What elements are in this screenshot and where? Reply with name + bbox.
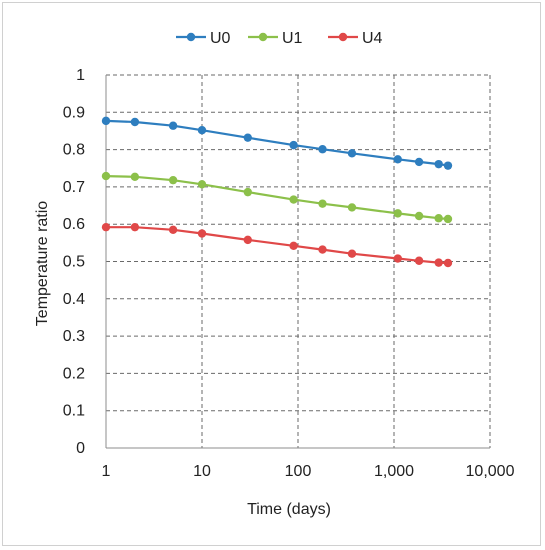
data-point-u4 [289, 241, 298, 251]
data-point-u1 [443, 214, 453, 224]
data-point-u1 [243, 187, 253, 197]
data-point-u4 [318, 245, 327, 254]
y-tick-label: 0.5 [63, 254, 85, 271]
data-point-u4 [243, 235, 253, 245]
y-tick-label: 0.7 [63, 179, 85, 196]
y-tick-label: 0 [76, 440, 85, 457]
x-tick-label: 1,000 [374, 463, 414, 480]
data-point-u1 [318, 199, 327, 208]
legend-marker-u0 [186, 32, 196, 42]
data-point-u0 [130, 117, 140, 127]
data-point-u1 [434, 214, 443, 223]
data-point-u4 [197, 229, 207, 238]
y-tick-label: 0.8 [63, 142, 85, 159]
data-point-u1 [289, 195, 298, 204]
data-point-u4 [168, 225, 178, 234]
y-tick-label: 0.1 [63, 403, 85, 420]
legend-marker-u4 [338, 32, 348, 42]
data-point-u0 [197, 126, 207, 135]
x-tick-label: 10,000 [466, 463, 515, 480]
x-tick-label: 100 [285, 463, 312, 480]
data-point-u0 [289, 140, 298, 150]
data-point-u1 [414, 211, 424, 221]
data-point-u0 [434, 159, 443, 169]
legend-label-u0: U0 [210, 30, 231, 47]
series-group [101, 116, 453, 268]
data-point-u1 [130, 172, 140, 182]
data-point-u1 [168, 175, 178, 185]
x-tick-label: 10 [193, 463, 211, 480]
data-point-u0 [393, 155, 402, 164]
data-point-u4 [101, 222, 111, 232]
x-tick-label: 1 [102, 463, 111, 480]
legend: U0 U1 U4 [176, 30, 383, 47]
data-point-u4 [443, 258, 453, 268]
data-point-u0 [347, 149, 357, 158]
y-axis-title: Temperature ratio [34, 201, 51, 326]
data-point-u0 [443, 161, 453, 170]
data-point-u4 [393, 254, 402, 263]
data-point-u1 [347, 203, 357, 212]
y-tick-label: 0.3 [63, 328, 85, 345]
data-point-u0 [318, 145, 327, 154]
y-tick-label: 0.6 [63, 216, 85, 233]
data-point-u4 [347, 249, 357, 258]
data-point-u4 [130, 222, 140, 232]
axes: 0 0.1 0.2 0.3 0.4 0.5 0.6 0.7 0.8 0.9 1 1 10 100 1,000… [63, 67, 515, 480]
legend-marker-u1 [258, 32, 268, 42]
data-point-u1 [101, 171, 111, 181]
y-tick-label: 0.2 [63, 365, 85, 382]
data-point-u4 [414, 256, 424, 265]
y-tick-label: 1 [76, 67, 85, 84]
data-point-u0 [414, 157, 424, 167]
chart-frame [2, 2, 541, 546]
legend-label-u4: U4 [362, 30, 383, 47]
data-point-u0 [243, 133, 253, 142]
x-axis-title: Time (days) [247, 501, 331, 518]
y-tick-label: 0.4 [63, 291, 85, 308]
data-point-u0 [101, 116, 111, 126]
data-point-u0 [168, 121, 178, 130]
data-point-u1 [197, 180, 207, 189]
y-tick-label: 0.9 [63, 104, 85, 121]
grid [106, 74, 491, 448]
data-point-u4 [434, 258, 443, 267]
data-point-u1 [393, 209, 402, 218]
legend-label-u1: U1 [282, 30, 303, 47]
